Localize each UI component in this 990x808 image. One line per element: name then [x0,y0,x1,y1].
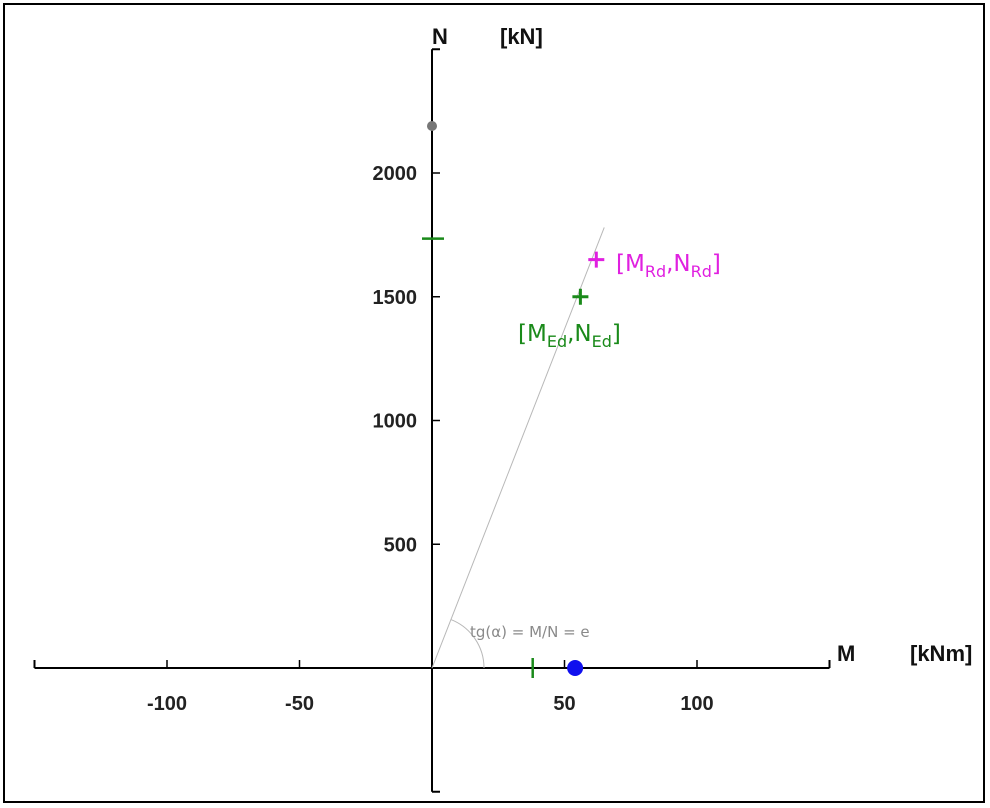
eccentricity-line [431,227,605,669]
y-axis-unit: [kN] [500,24,543,49]
label-mrd-nrd: [MRd,NRd] [616,251,721,281]
point-n-max [427,120,437,131]
y-tick-label: 1500 [373,287,418,309]
angle-arc [450,619,485,669]
x-axis-symbol: M [837,641,855,666]
point-ed [572,288,589,305]
y-tick-label: 500 [384,534,417,556]
x-tick-label: 100 [680,693,713,715]
y-tick-label: 1000 [373,411,418,433]
point-m-max [567,660,584,676]
x-tick-label: 50 [553,693,575,715]
x-tick-label: -100 [147,693,187,715]
angle-annotation: tg(α) = M/N = e [470,623,590,641]
chart-frame [3,3,985,803]
x-axis-unit: [kNm] [910,641,972,666]
label-med-ned: [MEd,NEd] [518,321,621,351]
x-tick-label: -50 [285,693,314,715]
point-rd [588,251,605,268]
y-axis-symbol: N [432,24,448,49]
y-tick-label: 2000 [373,163,418,185]
